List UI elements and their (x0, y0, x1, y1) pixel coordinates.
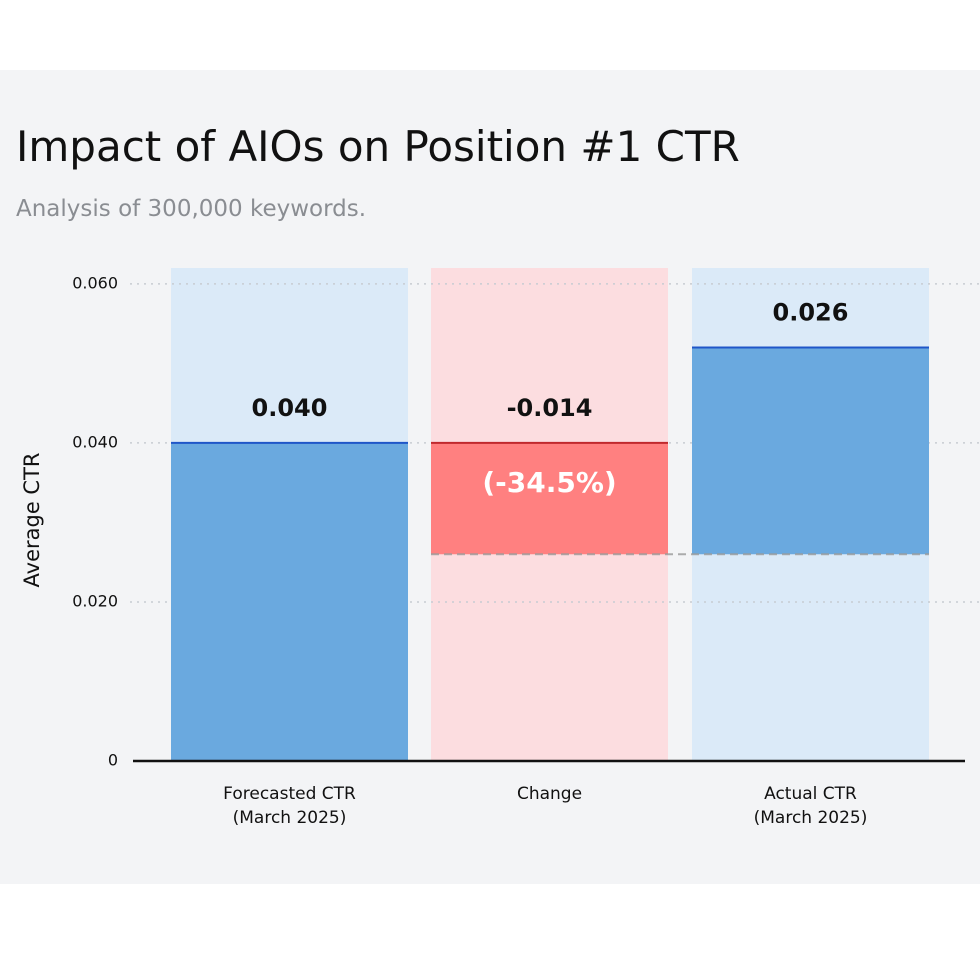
y-tick-label: 0.060 (72, 273, 118, 292)
bar (171, 442, 408, 761)
y-tick-label: 0 (108, 751, 118, 770)
y-tick-label: 0.040 (72, 432, 118, 451)
bar (692, 347, 929, 555)
y-axis-label: Average CTR (20, 453, 44, 588)
value-label: 0.026 (773, 299, 849, 327)
x-tick-label: Actual CTR (March 2025) (753, 784, 868, 828)
x-tick-label: Forecasted CTR (March 2025) (223, 784, 356, 828)
x-tick-label: Change (516, 784, 583, 804)
change-annotation: (-34.5%) (482, 466, 616, 499)
value-label: 0.040 (252, 394, 328, 422)
chart-title: Impact of AIOs on Position #1 CTR (16, 122, 740, 171)
bar (431, 442, 668, 555)
chart-subtitle: Analysis of 300,000 keywords. (16, 196, 367, 222)
y-tick-label: 0.020 (72, 591, 118, 610)
value-label: -0.014 (507, 394, 593, 422)
